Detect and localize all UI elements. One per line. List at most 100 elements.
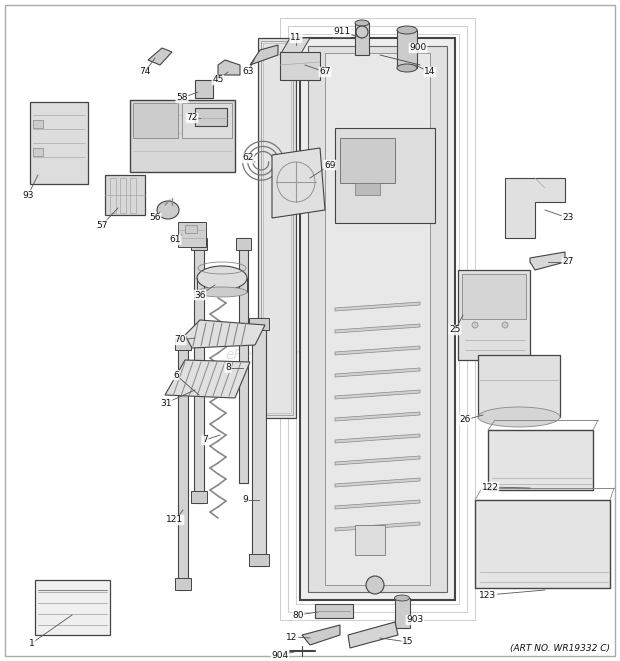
Text: 903: 903 [406, 615, 423, 625]
Bar [35, 580, 110, 635]
Text: 69: 69 [324, 161, 336, 169]
Bar [175, 338, 191, 350]
Bar [355, 23, 369, 55]
Text: 93: 93 [22, 190, 33, 200]
Text: 58: 58 [176, 93, 188, 102]
Bar [30, 102, 88, 184]
Bar [315, 604, 353, 618]
Text: 900: 900 [409, 44, 427, 52]
Text: 25: 25 [450, 325, 461, 334]
Bar [355, 525, 385, 555]
Text: 74: 74 [140, 67, 151, 77]
Bar [261, 41, 293, 415]
Text: 31: 31 [160, 399, 172, 407]
Text: 56: 56 [149, 214, 161, 223]
Ellipse shape [478, 407, 560, 427]
Bar [178, 338, 188, 590]
Bar [252, 318, 266, 566]
Text: 57: 57 [96, 221, 108, 229]
Polygon shape [280, 38, 310, 55]
Ellipse shape [397, 64, 417, 72]
Bar [236, 238, 251, 250]
Bar [182, 103, 232, 138]
Bar [33, 148, 43, 156]
Polygon shape [335, 390, 420, 399]
Bar [308, 46, 447, 592]
Bar [258, 38, 296, 418]
Bar [130, 178, 136, 213]
Ellipse shape [472, 322, 478, 328]
Polygon shape [218, 60, 240, 75]
Bar [195, 80, 213, 98]
Bar [105, 175, 145, 215]
Ellipse shape [397, 26, 417, 34]
Bar [133, 103, 178, 138]
Text: 7: 7 [202, 436, 208, 444]
Bar [300, 38, 455, 600]
Text: 27: 27 [562, 258, 574, 266]
Text: 63: 63 [242, 67, 254, 77]
Bar [296, 34, 459, 604]
Bar [478, 355, 560, 417]
Text: 45: 45 [212, 75, 224, 85]
Text: 23: 23 [562, 214, 574, 223]
Text: 62: 62 [242, 153, 254, 163]
Polygon shape [348, 622, 398, 648]
Bar [130, 100, 235, 172]
Bar [33, 120, 43, 128]
Text: 14: 14 [424, 67, 436, 77]
Bar [462, 274, 526, 319]
Text: 6: 6 [173, 371, 179, 379]
Ellipse shape [366, 576, 384, 594]
Polygon shape [335, 412, 420, 421]
Polygon shape [505, 178, 565, 238]
Polygon shape [302, 625, 340, 645]
Bar [263, 43, 291, 413]
Bar [355, 183, 380, 195]
Polygon shape [335, 522, 420, 531]
Text: 72: 72 [187, 114, 198, 122]
Bar [280, 18, 475, 620]
Polygon shape [335, 434, 420, 443]
Polygon shape [335, 456, 420, 465]
Polygon shape [335, 368, 420, 377]
Bar [195, 108, 227, 126]
Polygon shape [335, 500, 420, 509]
Ellipse shape [197, 266, 247, 290]
Polygon shape [185, 320, 265, 348]
Bar [458, 270, 530, 360]
Text: eReplacementParts.com: eReplacementParts.com [225, 348, 395, 362]
Bar [191, 491, 207, 503]
Bar [175, 578, 191, 590]
Text: 61: 61 [169, 235, 181, 245]
Bar [288, 26, 467, 612]
Bar [239, 238, 248, 483]
Text: 911: 911 [334, 28, 351, 36]
Polygon shape [272, 148, 325, 218]
Text: 11: 11 [290, 34, 302, 42]
Text: 904: 904 [272, 650, 288, 660]
Bar [475, 500, 610, 588]
Ellipse shape [355, 20, 369, 26]
Polygon shape [335, 302, 420, 311]
Text: 123: 123 [479, 590, 497, 600]
Bar [335, 128, 435, 223]
Bar [191, 238, 207, 250]
Ellipse shape [502, 322, 508, 328]
Text: 67: 67 [319, 67, 330, 77]
Bar [185, 225, 197, 233]
Text: 122: 122 [482, 483, 498, 492]
Text: 12: 12 [286, 633, 298, 641]
Bar [120, 178, 126, 213]
Bar [340, 138, 395, 183]
Bar [325, 53, 430, 585]
Bar [178, 222, 206, 247]
Text: 26: 26 [459, 416, 471, 424]
Polygon shape [250, 45, 278, 65]
Text: 15: 15 [402, 637, 414, 646]
Polygon shape [530, 252, 565, 270]
Text: 1: 1 [29, 639, 35, 648]
Bar [194, 238, 204, 503]
Bar [395, 598, 410, 628]
Text: 8: 8 [225, 364, 231, 373]
